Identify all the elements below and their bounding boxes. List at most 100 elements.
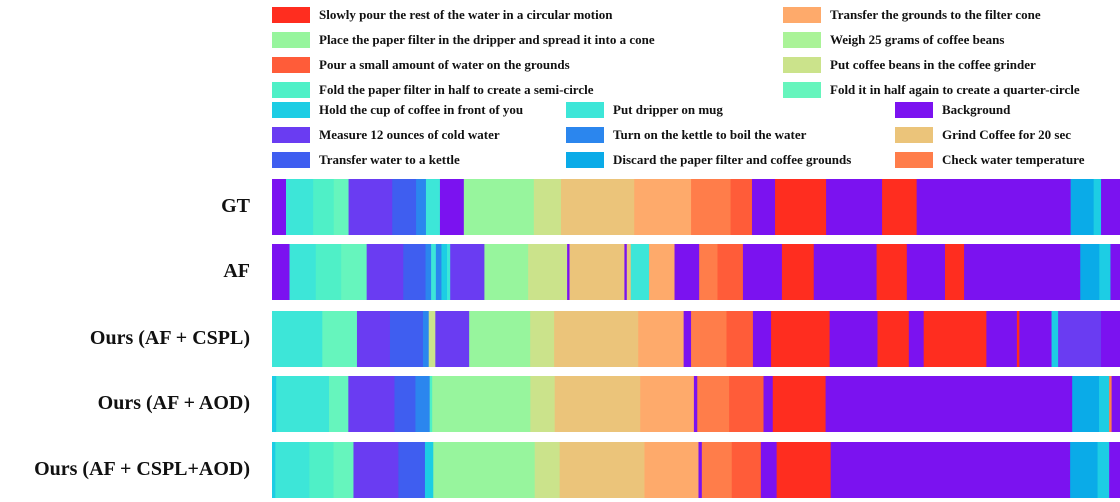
segment [876,244,908,300]
legend-item: Put dripper on mug [566,101,723,119]
legend-item: Measure 12 ounces of cold water [272,126,500,144]
segment [699,244,719,300]
segment [717,244,744,300]
legend-item: Check water temperature [895,151,1084,169]
segmentation-strip [272,244,1120,300]
legend-swatch [272,82,310,98]
legend-swatch [566,102,604,118]
legend: Slowly pour the rest of the water in a c… [0,0,1120,176]
row-label: Ours (AF + CSPL) [89,327,250,349]
legend-label: Background [942,102,1011,117]
segment [691,179,732,235]
segment [634,179,692,235]
segment [1093,179,1102,235]
segment [528,244,568,300]
segment [683,311,692,367]
segment [415,376,431,432]
segment [1070,179,1095,235]
segment [333,179,350,235]
segment [882,179,918,235]
segment [729,376,765,432]
segment [775,179,827,235]
segment [333,442,355,498]
segment [341,244,368,300]
segment [431,244,437,300]
segment [484,244,529,300]
segment [435,244,443,300]
legend-swatch [566,152,604,168]
segment [428,311,436,367]
legend-item: Weigh 25 grams of coffee beans [783,31,1004,49]
segment [693,376,698,432]
segment [432,376,531,432]
segment [554,376,641,432]
legend-label: Discard the paper filter and coffee grou… [613,152,852,167]
segment [463,179,535,235]
segment [272,376,277,432]
legend-label: Hold the cup of coffee in front of you [319,102,524,117]
legend-item: Put coffee beans in the coffee grinder [783,56,1036,74]
legend-label: Weigh 25 grams of coffee beans [830,32,1005,47]
segment [567,244,571,300]
segment [906,244,946,300]
legend-label: Slowly pour the rest of the water in a c… [319,7,613,22]
segmentation-strip [272,311,1120,367]
segment [1058,311,1102,367]
segment [389,311,424,367]
segment [1080,244,1100,300]
segment [1110,244,1120,300]
legend-swatch [783,57,821,73]
segment [554,311,639,367]
legend-item: Place the paper filter in the dripper an… [272,31,655,49]
segment [771,311,831,367]
row-label: Ours (AF + AOD) [97,392,250,414]
segment [272,179,287,235]
legend-swatch [895,102,933,118]
segment [1099,376,1110,432]
legend-item: Transfer the grounds to the filter cone [783,6,1041,24]
segmentation-strip [272,442,1120,498]
segment [276,376,330,432]
legend-swatch [895,127,933,143]
segment [1072,376,1100,432]
segment [908,311,925,367]
legend-label: Grind Coffee for 20 sec [942,127,1072,142]
segment [530,376,556,432]
legend-item: Turn on the kettle to boil the water [566,126,806,144]
segment [286,179,314,235]
segment [309,442,335,498]
segment [763,376,774,432]
segment [1051,311,1059,367]
segment [730,179,753,235]
segment [1101,311,1120,367]
segment [742,244,783,300]
legend-item: Hold the cup of coffee in front of you [272,101,523,119]
segment [1111,376,1120,432]
legend-item: Pour a small amount of water on the grou… [272,56,570,74]
legend-swatch [783,32,821,48]
segment [1016,311,1020,367]
legend-item: Fold it in half again to create a quarte… [783,81,1080,99]
segment [698,442,703,498]
legend-label: Transfer the grounds to the filter cone [830,7,1041,22]
legend-item: Fold the paper filter in half to create … [272,81,594,99]
legend-label: Measure 12 ounces of cold water [319,127,500,142]
segment [986,311,1018,367]
segment [569,244,626,300]
segment [422,311,430,367]
legend-swatch [895,152,933,168]
legend-swatch [783,7,821,23]
segment [530,311,555,367]
segment [649,244,676,300]
segment [630,244,650,300]
segment [916,179,1072,235]
legend-swatch [272,57,310,73]
segment [760,442,778,498]
legend-item: Discard the paper filter and coffee grou… [566,151,851,169]
segment [944,244,965,300]
segment [624,244,628,300]
segment [275,442,311,498]
segment [348,179,393,235]
legend-label: Transfer water to a kettle [319,152,460,167]
